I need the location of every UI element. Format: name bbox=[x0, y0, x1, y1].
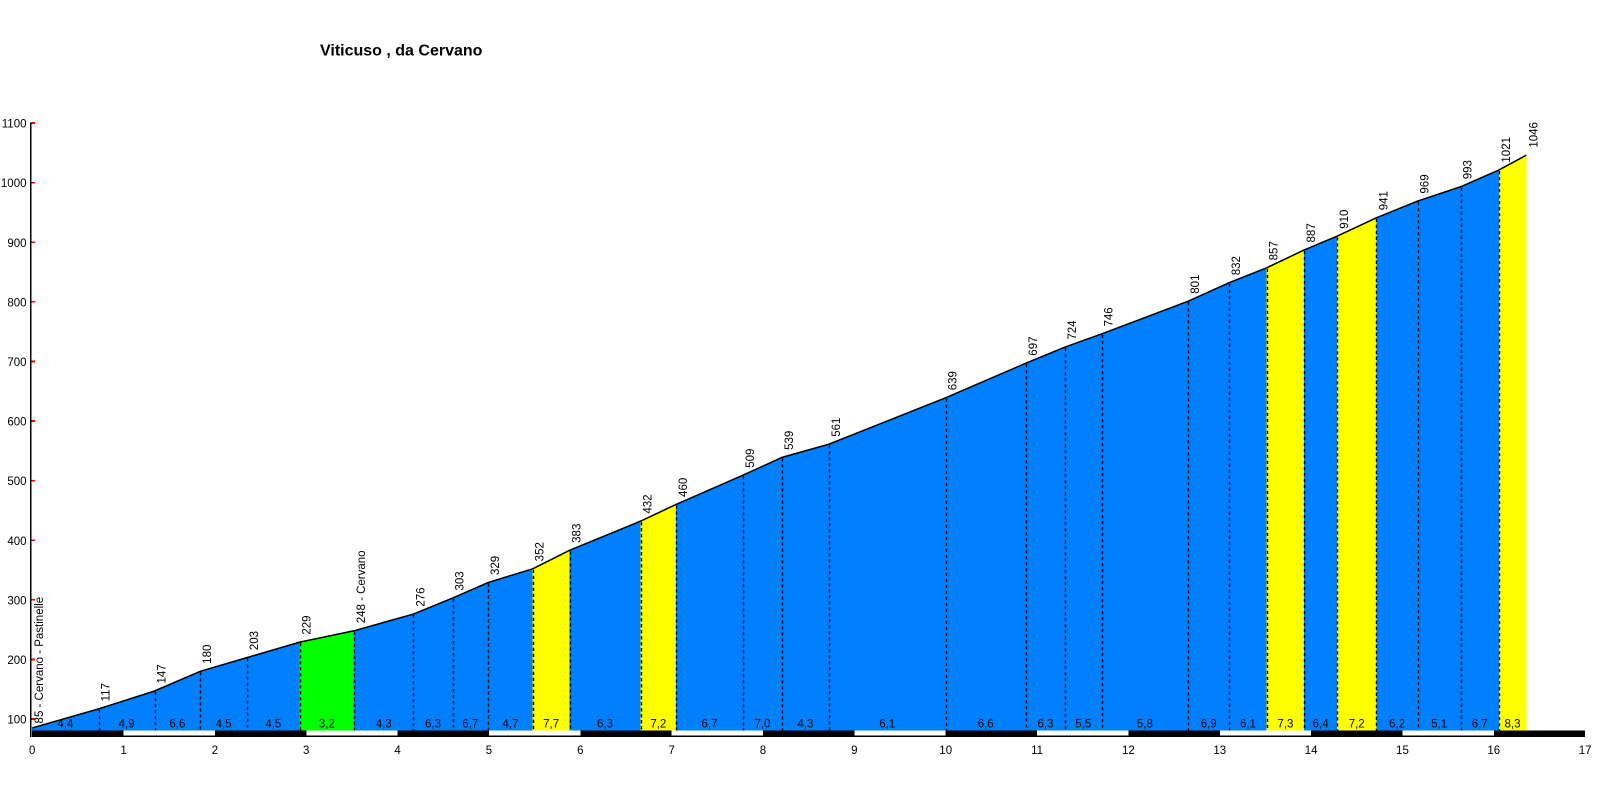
svg-text:329: 329 bbox=[490, 556, 502, 575]
svg-text:724: 724 bbox=[1067, 320, 1079, 340]
svg-text:7,3: 7,3 bbox=[1277, 718, 1293, 730]
svg-text:100: 100 bbox=[7, 715, 26, 727]
svg-text:460: 460 bbox=[678, 478, 690, 497]
svg-text:1100: 1100 bbox=[2, 119, 27, 131]
svg-text:700: 700 bbox=[7, 357, 26, 369]
svg-text:7,7: 7,7 bbox=[543, 718, 559, 730]
svg-text:383: 383 bbox=[572, 524, 584, 543]
svg-text:6,4: 6,4 bbox=[1313, 718, 1330, 730]
svg-text:3: 3 bbox=[303, 745, 309, 757]
svg-text:14: 14 bbox=[1305, 745, 1318, 757]
svg-text:303: 303 bbox=[455, 571, 467, 590]
svg-text:6,1: 6,1 bbox=[1240, 718, 1256, 730]
svg-text:500: 500 bbox=[7, 476, 26, 488]
svg-text:85 - Cervano - Pastinelle: 85 - Cervano - Pastinelle bbox=[34, 597, 46, 724]
svg-text:5: 5 bbox=[486, 745, 492, 757]
svg-text:7,2: 7,2 bbox=[650, 718, 666, 730]
svg-text:4,7: 4,7 bbox=[502, 718, 518, 730]
svg-text:9: 9 bbox=[851, 745, 857, 757]
svg-text:6,2: 6,2 bbox=[1389, 718, 1405, 730]
svg-text:1: 1 bbox=[120, 745, 126, 757]
svg-text:6,6: 6,6 bbox=[169, 718, 185, 730]
svg-text:832: 832 bbox=[1231, 256, 1243, 275]
svg-text:561: 561 bbox=[831, 418, 843, 437]
svg-text:5,8: 5,8 bbox=[1137, 718, 1153, 730]
svg-text:15: 15 bbox=[1396, 745, 1409, 757]
svg-text:4,9: 4,9 bbox=[119, 718, 135, 730]
svg-text:180: 180 bbox=[202, 645, 214, 664]
svg-text:352: 352 bbox=[535, 542, 547, 561]
svg-text:3,2: 3,2 bbox=[319, 718, 335, 730]
svg-text:4,5: 4,5 bbox=[216, 718, 232, 730]
svg-text:941: 941 bbox=[1378, 191, 1390, 210]
svg-text:900: 900 bbox=[7, 238, 26, 250]
svg-text:203: 203 bbox=[249, 631, 261, 650]
svg-text:5,1: 5,1 bbox=[1431, 718, 1447, 730]
svg-text:7,2: 7,2 bbox=[1349, 718, 1365, 730]
svg-text:0: 0 bbox=[29, 745, 35, 757]
svg-text:2: 2 bbox=[212, 745, 218, 757]
svg-text:539: 539 bbox=[784, 431, 796, 450]
svg-text:910: 910 bbox=[1339, 210, 1351, 229]
svg-text:17: 17 bbox=[1579, 745, 1592, 757]
svg-text:6,3: 6,3 bbox=[597, 718, 613, 730]
svg-text:6,3: 6,3 bbox=[425, 718, 441, 730]
svg-text:248 - Cervano: 248 - Cervano bbox=[356, 550, 368, 623]
svg-text:969: 969 bbox=[1420, 174, 1432, 193]
svg-text:117: 117 bbox=[101, 683, 113, 701]
svg-text:857: 857 bbox=[1269, 241, 1281, 260]
svg-text:8,3: 8,3 bbox=[1505, 718, 1521, 730]
svg-text:400: 400 bbox=[7, 536, 26, 548]
svg-text:Viticuso , da Cervano: Viticuso , da Cervano bbox=[320, 42, 483, 59]
svg-text:432: 432 bbox=[643, 494, 655, 513]
svg-text:800: 800 bbox=[7, 297, 26, 309]
svg-text:147: 147 bbox=[157, 664, 169, 683]
svg-text:6,6: 6,6 bbox=[978, 718, 994, 730]
svg-text:11: 11 bbox=[1031, 745, 1043, 757]
svg-text:639: 639 bbox=[948, 371, 960, 390]
svg-text:4,3: 4,3 bbox=[797, 718, 813, 730]
svg-text:10: 10 bbox=[939, 745, 952, 757]
svg-text:300: 300 bbox=[7, 595, 26, 607]
svg-text:200: 200 bbox=[7, 655, 26, 667]
svg-text:6,9: 6,9 bbox=[1201, 718, 1217, 730]
svg-text:6: 6 bbox=[577, 745, 583, 757]
svg-text:7,0: 7,0 bbox=[754, 718, 770, 730]
svg-text:4,4: 4,4 bbox=[57, 718, 74, 730]
svg-text:6,7: 6,7 bbox=[1472, 718, 1488, 730]
svg-text:1021: 1021 bbox=[1501, 137, 1513, 163]
svg-text:746: 746 bbox=[1104, 307, 1116, 326]
svg-text:1000: 1000 bbox=[1, 178, 27, 190]
svg-text:4,3: 4,3 bbox=[376, 718, 392, 730]
svg-text:509: 509 bbox=[745, 449, 757, 468]
svg-text:697: 697 bbox=[1028, 337, 1040, 356]
svg-text:1046: 1046 bbox=[1528, 122, 1540, 148]
svg-text:12: 12 bbox=[1122, 745, 1135, 757]
svg-text:887: 887 bbox=[1306, 223, 1318, 242]
svg-text:6,7: 6,7 bbox=[701, 718, 717, 730]
svg-text:801: 801 bbox=[1190, 275, 1202, 294]
svg-text:6,7: 6,7 bbox=[462, 718, 478, 730]
svg-text:7: 7 bbox=[668, 745, 674, 757]
svg-text:229: 229 bbox=[302, 615, 314, 634]
svg-text:276: 276 bbox=[415, 587, 427, 606]
svg-text:13: 13 bbox=[1213, 745, 1226, 757]
svg-text:8: 8 bbox=[760, 745, 766, 757]
svg-text:16: 16 bbox=[1487, 745, 1500, 757]
svg-text:600: 600 bbox=[7, 417, 26, 429]
svg-text:4,5: 4,5 bbox=[265, 718, 281, 730]
svg-text:6,1: 6,1 bbox=[879, 718, 895, 730]
svg-text:6,3: 6,3 bbox=[1037, 718, 1053, 730]
svg-text:4: 4 bbox=[394, 745, 401, 757]
svg-text:993: 993 bbox=[1463, 160, 1475, 179]
svg-text:5,5: 5,5 bbox=[1075, 718, 1091, 730]
